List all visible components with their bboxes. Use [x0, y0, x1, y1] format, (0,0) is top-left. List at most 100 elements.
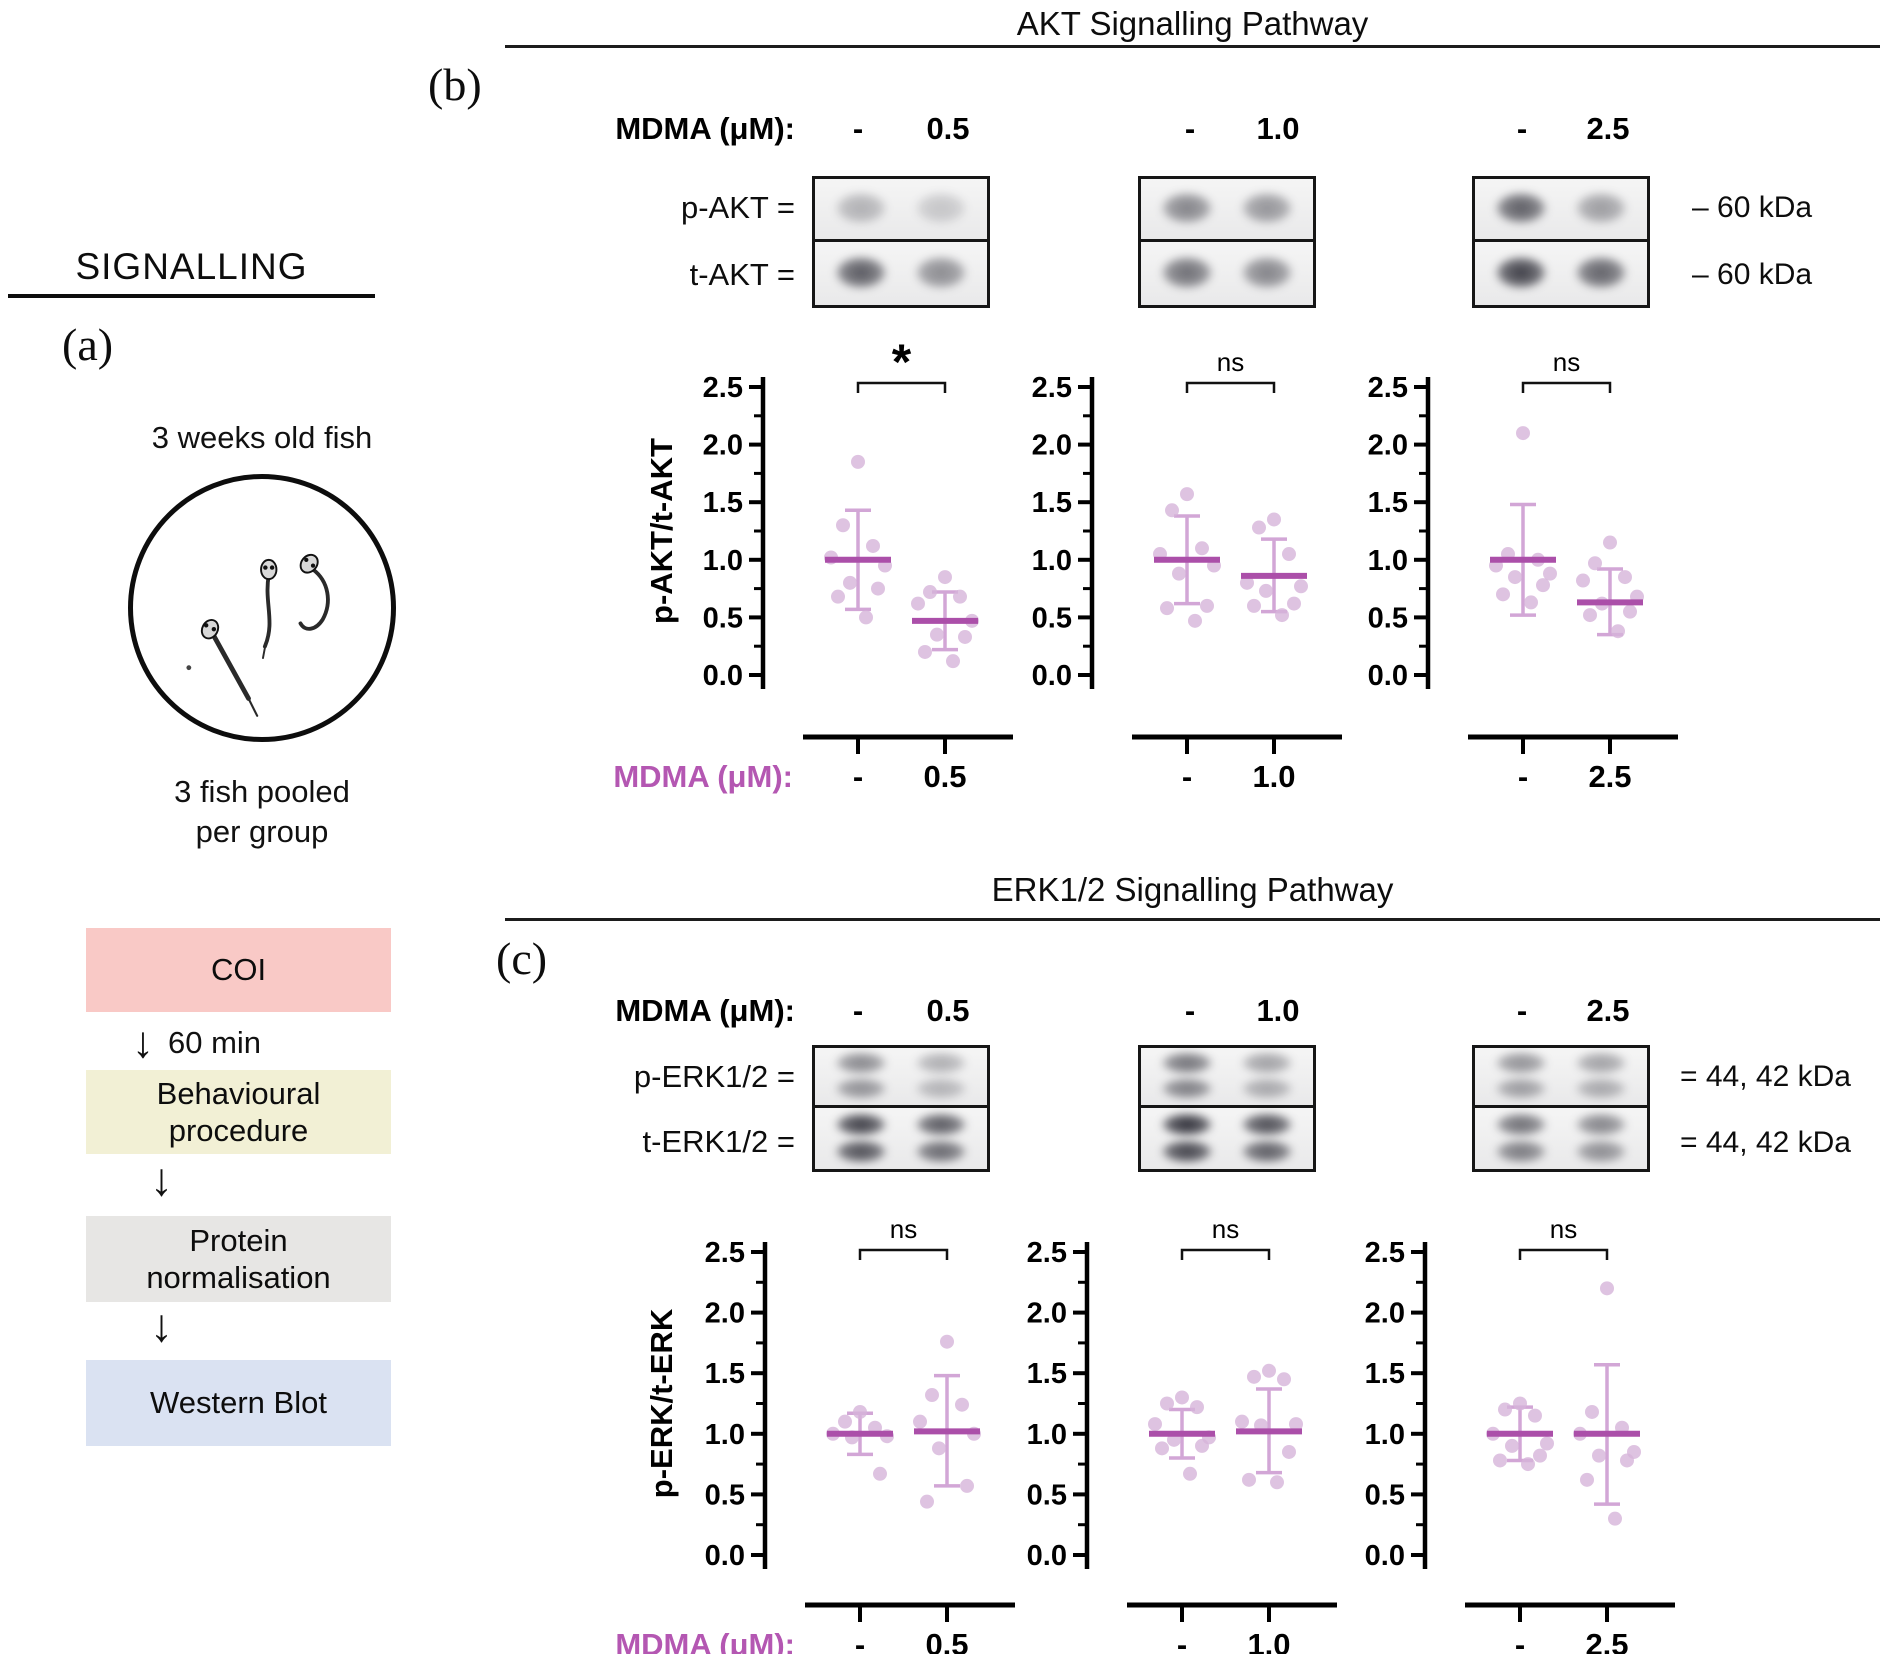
significance-bracket: [858, 1248, 949, 1260]
y-tick-label: 1.0: [1032, 545, 1072, 577]
y-tick-label: 1.0: [705, 1419, 745, 1451]
panel-c-title-rule: [505, 918, 1880, 921]
data-point: [1516, 426, 1530, 441]
y-tick-label: 2.0: [1368, 430, 1408, 462]
fish-larva: [200, 618, 259, 717]
data-point: [1148, 1417, 1162, 1432]
data-point: [1175, 1390, 1189, 1405]
data-point: [1207, 558, 1221, 573]
lane-label-dose: 1.0: [1256, 993, 1300, 1028]
y-tick-label: 1.5: [1027, 1358, 1067, 1390]
down-arrow-icon: ↓: [132, 1018, 154, 1067]
data-point: [1160, 601, 1174, 616]
flow-arrow-60min: ↓ 60 min: [132, 1018, 261, 1068]
protein-band: [1569, 1111, 1632, 1138]
x-tick-label: 1.0: [1252, 759, 1295, 794]
petri-dish: [128, 474, 396, 742]
data-point: [1254, 1418, 1268, 1433]
data-point: [824, 550, 838, 565]
data-point: [960, 1478, 974, 1493]
data-point: [1252, 520, 1266, 535]
protein-band: [1569, 254, 1632, 290]
lane-label-control: -: [852, 993, 864, 1028]
y-tick-label: 0.5: [1032, 602, 1072, 634]
data-point: [1536, 578, 1550, 593]
y-axis-title: p-ERK/t-ERK: [644, 1308, 679, 1498]
y-tick-label: 2.0: [703, 430, 743, 462]
mdma-header-label: MDMA (μM):: [615, 111, 795, 146]
data-point: [1486, 1426, 1500, 1441]
data-point: [1294, 579, 1308, 594]
western-blot-image: [1138, 1105, 1316, 1172]
protein-band: [1156, 191, 1219, 225]
x-tick-label: 1.0: [1247, 1627, 1290, 1654]
western-blot-image: [1138, 239, 1316, 308]
data-point: [1603, 535, 1617, 550]
data-point: [853, 1404, 867, 1419]
down-arrow-icon: ↓: [150, 1299, 173, 1351]
protein-band: [1490, 1051, 1553, 1076]
x-tick-label: -: [855, 1627, 865, 1654]
data-point: [1505, 1438, 1519, 1453]
panel-a-title: SIGNALLING: [75, 246, 308, 287]
y-tick-label: 2.5: [1365, 1237, 1405, 1269]
data-point: [967, 1426, 981, 1441]
data-point: [911, 596, 925, 611]
data-point: [1623, 604, 1637, 619]
data-point: [940, 1334, 954, 1349]
data-point: [1611, 624, 1625, 639]
data-point: [1247, 598, 1261, 613]
western-blot-image: [1472, 176, 1650, 242]
data-point: [1531, 552, 1545, 567]
data-point: [880, 1429, 894, 1444]
significance-bracket: [1521, 381, 1612, 393]
data-point: [1183, 1466, 1197, 1481]
y-tick-label: 2.0: [1027, 1298, 1067, 1330]
y-tick-label: 2.0: [705, 1298, 745, 1330]
x-axis-title: MDMA (μM):: [613, 759, 793, 794]
y-tick-label: 0.0: [1032, 660, 1072, 692]
data-point: [1287, 596, 1301, 611]
protein-band: [830, 254, 893, 290]
protein-band: [1490, 191, 1553, 225]
data-point: [1153, 547, 1167, 562]
y-tick-label: 1.0: [1027, 1419, 1067, 1451]
data-point: [1165, 503, 1179, 518]
y-tick-label: 0.0: [1368, 660, 1408, 692]
data-point: [1588, 556, 1602, 571]
western-blot-image: [1138, 176, 1316, 242]
y-tick-label: 2.5: [705, 1237, 745, 1269]
data-point: [1608, 1511, 1622, 1526]
y-tick-label: 1.0: [1365, 1419, 1405, 1451]
data-point: [1521, 1457, 1535, 1472]
protein-band: [1490, 254, 1553, 290]
y-tick-label: 2.0: [1365, 1298, 1405, 1330]
data-point: [1155, 1441, 1169, 1456]
data-point: [1282, 547, 1296, 562]
x-axis-title: MDMA (μM):: [615, 1627, 795, 1654]
fish-larva: [260, 558, 278, 660]
data-point: [913, 1414, 927, 1429]
data-point: [918, 644, 932, 659]
y-tick-label: 1.0: [1368, 545, 1408, 577]
blot-row-label-t-erk: t-ERK1/2 =: [642, 1124, 796, 1159]
kda-annotation: = 44, 42 kDa: [1680, 1060, 1851, 1093]
data-point: [1195, 1438, 1209, 1453]
blot-row-label-p-erk: p-ERK1/2 =: [633, 1059, 795, 1094]
protein-band: [909, 1111, 972, 1138]
data-point: [1513, 1396, 1527, 1411]
protein-band: [909, 254, 972, 290]
data-point: [851, 454, 865, 469]
data-point: [1580, 1472, 1594, 1487]
x-tick-label: -: [1177, 1627, 1187, 1654]
flow-step-behavioural: Behavioural procedure: [86, 1070, 391, 1154]
western-blot-image: [1472, 1045, 1650, 1108]
protein-band: [909, 1051, 972, 1076]
y-tick-label: 0.0: [1027, 1540, 1067, 1572]
lane-label-dose: 0.5: [926, 993, 970, 1028]
data-point: [1600, 1281, 1614, 1296]
y-tick-label: 1.0: [703, 545, 743, 577]
y-tick-label: 2.0: [1032, 430, 1072, 462]
data-point: [1592, 1448, 1606, 1463]
x-tick-label: -: [1182, 759, 1192, 794]
